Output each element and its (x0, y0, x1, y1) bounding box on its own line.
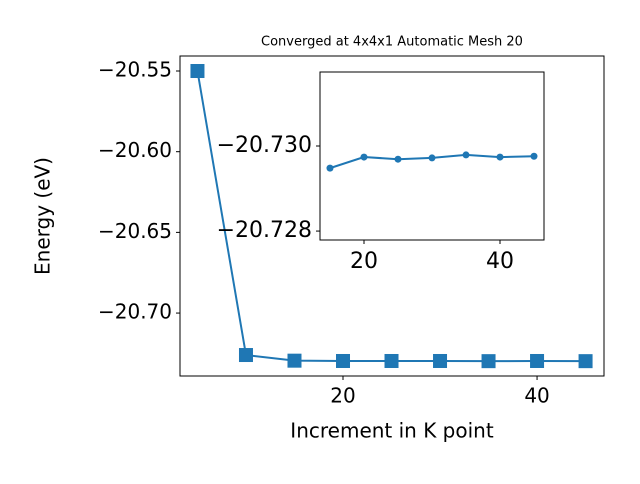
marker (530, 353, 545, 368)
y-tick-label: −20.65 (98, 219, 172, 243)
marker (462, 151, 470, 159)
marker (384, 353, 399, 368)
marker (336, 353, 351, 368)
marker (287, 353, 302, 368)
y-tick-label: −20.730 (217, 133, 312, 158)
marker (530, 152, 538, 160)
x-tick-label: 20 (330, 384, 355, 408)
marker (394, 155, 402, 163)
x-tick-label: 40 (486, 249, 514, 274)
marker (190, 64, 205, 79)
marker (433, 353, 448, 368)
y-tick-label: −20.55 (98, 58, 172, 82)
x-tick-label: 40 (524, 384, 549, 408)
x-tick-label: 20 (350, 249, 378, 274)
y-tick-label: −20.60 (98, 138, 172, 162)
marker (360, 153, 368, 161)
marker (428, 154, 436, 162)
marker (326, 164, 334, 172)
y-tick-label: −20.728 (217, 218, 312, 243)
marker (481, 354, 496, 369)
y-tick-label: −20.70 (98, 300, 172, 324)
y-axis-label: Energy (eV) (31, 157, 55, 275)
marker (578, 354, 593, 369)
marker (496, 153, 504, 161)
chart-title: Converged at 4x4x1 Automatic Mesh 20 (261, 35, 523, 50)
x-axis-label: Increment in K point (290, 419, 494, 443)
marker (238, 348, 253, 363)
